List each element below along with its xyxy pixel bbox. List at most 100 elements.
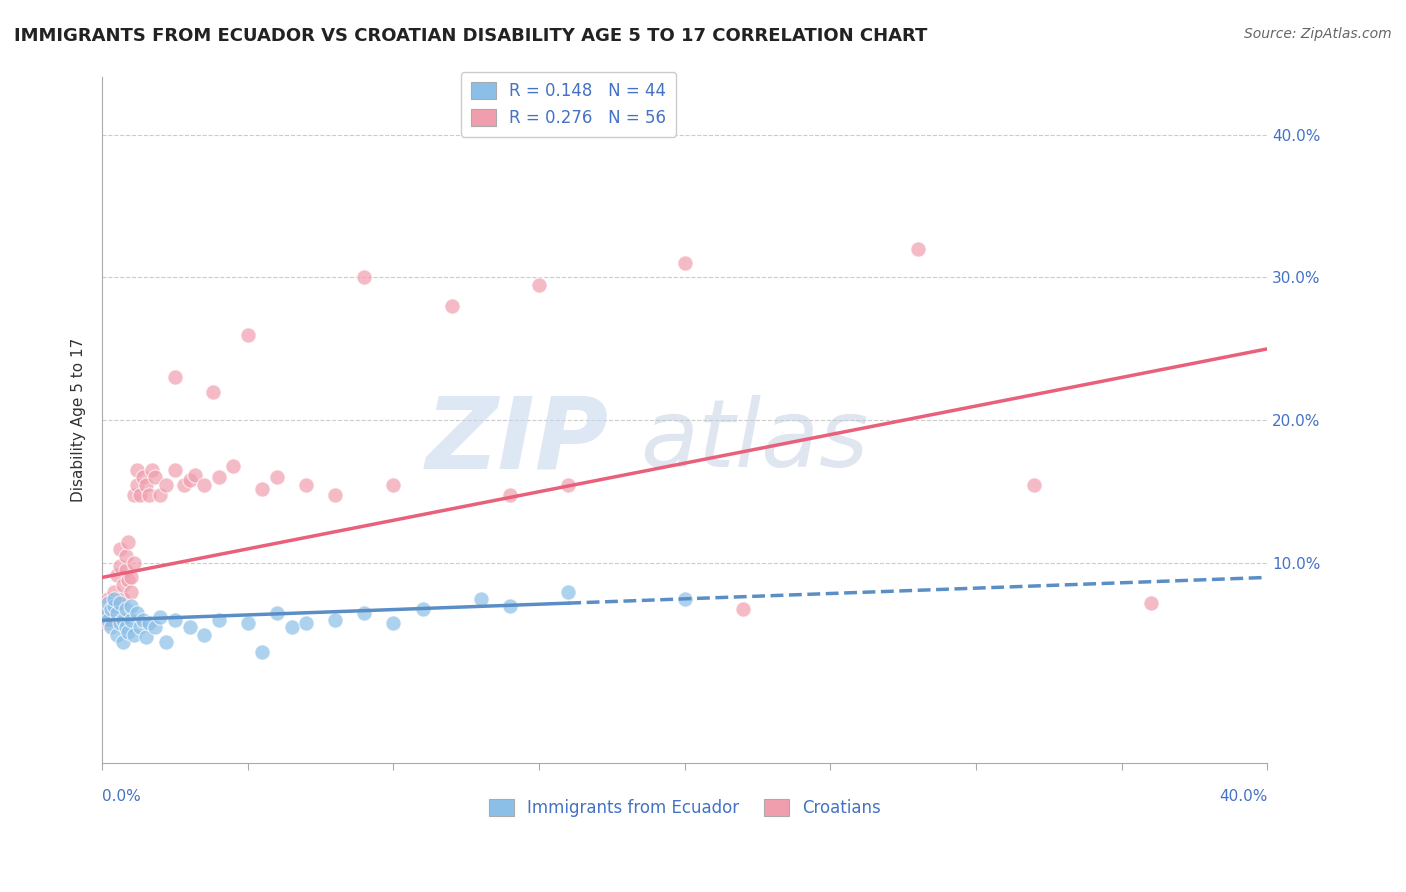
Point — [105, 596, 128, 610]
Point — [108, 596, 131, 610]
Point — [236, 327, 259, 342]
Point — [100, 602, 122, 616]
Point — [97, 616, 120, 631]
Point — [731, 602, 754, 616]
Point — [179, 620, 201, 634]
Point — [114, 620, 136, 634]
Point — [111, 613, 134, 627]
Point — [114, 563, 136, 577]
Point — [100, 613, 122, 627]
Point — [132, 613, 155, 627]
Legend: Immigrants from Ecuador, Croatians: Immigrants from Ecuador, Croatians — [482, 792, 887, 823]
Point — [105, 567, 128, 582]
Point — [94, 606, 117, 620]
Point — [208, 470, 231, 484]
Point — [184, 467, 207, 482]
Point — [127, 606, 149, 620]
Point — [193, 627, 215, 641]
Point — [201, 384, 224, 399]
Point — [135, 631, 157, 645]
Point — [100, 602, 122, 616]
Point — [149, 487, 172, 501]
Point — [94, 606, 117, 620]
Point — [138, 616, 160, 631]
Point — [120, 570, 142, 584]
Point — [100, 620, 122, 634]
Point — [111, 634, 134, 648]
Point — [103, 606, 125, 620]
Point — [117, 534, 139, 549]
Point — [129, 487, 152, 501]
Point — [155, 634, 177, 648]
Point — [97, 591, 120, 606]
Point — [440, 299, 463, 313]
Point — [155, 477, 177, 491]
Point — [323, 613, 346, 627]
Text: IMMIGRANTS FROM ECUADOR VS CROATIAN DISABILITY AGE 5 TO 17 CORRELATION CHART: IMMIGRANTS FROM ECUADOR VS CROATIAN DISA… — [14, 27, 928, 45]
Point — [252, 645, 274, 659]
Point — [117, 624, 139, 639]
Point — [323, 487, 346, 501]
Point — [236, 616, 259, 631]
Point — [111, 577, 134, 591]
Point — [105, 606, 128, 620]
Point — [907, 242, 929, 256]
Point — [470, 591, 492, 606]
Text: 40.0%: 40.0% — [1219, 789, 1267, 804]
Point — [280, 620, 302, 634]
Point — [673, 256, 696, 270]
Text: 0.0%: 0.0% — [103, 789, 141, 804]
Point — [103, 591, 125, 606]
Point — [114, 602, 136, 616]
Point — [138, 487, 160, 501]
Point — [557, 584, 579, 599]
Point — [557, 477, 579, 491]
Point — [111, 591, 134, 606]
Point — [266, 606, 288, 620]
Point — [252, 482, 274, 496]
Point — [108, 541, 131, 556]
Point — [143, 620, 166, 634]
Point — [673, 591, 696, 606]
Text: atlas: atlas — [641, 395, 869, 486]
Point — [149, 610, 172, 624]
Point — [120, 613, 142, 627]
Point — [108, 616, 131, 631]
Point — [97, 596, 120, 610]
Point — [1140, 596, 1163, 610]
Point — [120, 599, 142, 613]
Point — [499, 487, 522, 501]
Point — [105, 627, 128, 641]
Point — [143, 470, 166, 484]
Point — [120, 584, 142, 599]
Point — [499, 599, 522, 613]
Point — [122, 556, 145, 570]
Point — [127, 477, 149, 491]
Text: Source: ZipAtlas.com: Source: ZipAtlas.com — [1244, 27, 1392, 41]
Point — [173, 477, 195, 491]
Point — [382, 616, 405, 631]
Point — [353, 606, 375, 620]
Y-axis label: Disability Age 5 to 17: Disability Age 5 to 17 — [72, 338, 86, 502]
Point — [179, 473, 201, 487]
Point — [193, 477, 215, 491]
Point — [1024, 477, 1046, 491]
Point — [412, 602, 434, 616]
Point — [103, 584, 125, 599]
Point — [163, 370, 186, 384]
Point — [122, 627, 145, 641]
Text: ZIP: ZIP — [426, 392, 609, 490]
Point — [103, 599, 125, 613]
Point — [108, 559, 131, 574]
Point — [353, 270, 375, 285]
Point — [222, 458, 245, 473]
Point — [114, 549, 136, 563]
Point — [141, 463, 163, 477]
Point — [117, 574, 139, 588]
Point — [135, 477, 157, 491]
Point — [163, 463, 186, 477]
Point — [382, 477, 405, 491]
Point — [527, 277, 550, 292]
Point — [163, 613, 186, 627]
Point — [295, 616, 318, 631]
